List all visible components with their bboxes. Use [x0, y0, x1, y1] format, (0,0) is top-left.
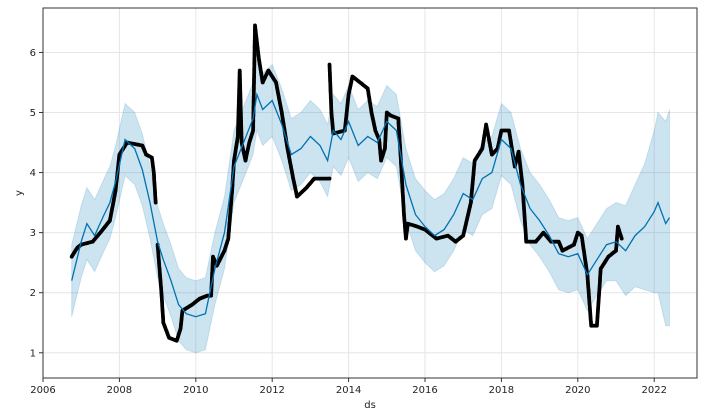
y-axis-ticks: 1 2 3 4 5 6 — [30, 48, 43, 359]
x-tick-label: 2014 — [336, 385, 361, 396]
actual-point — [153, 200, 158, 205]
actual-points — [69, 23, 624, 343]
x-tick-label: 2010 — [183, 385, 208, 396]
y-tick-label: 4 — [30, 168, 36, 179]
y-tick-label: 3 — [30, 228, 36, 239]
y-tick-label: 1 — [30, 348, 36, 359]
y-tick-label: 2 — [30, 288, 36, 299]
forecast-line — [71, 92, 671, 318]
y-tick-label: 6 — [30, 48, 36, 59]
x-tick-label: 2022 — [641, 385, 666, 396]
x-tick-label: 2006 — [30, 385, 55, 396]
x-tick-label: 2012 — [259, 385, 284, 396]
x-tick-label: 2016 — [412, 385, 437, 396]
y-tick-label: 5 — [30, 108, 36, 119]
x-tick-label: 2020 — [565, 385, 590, 396]
x-tick-label: 2008 — [107, 385, 132, 396]
x-tick-label: 2018 — [489, 385, 514, 396]
x-axis-label: ds — [364, 400, 376, 411]
actual-point — [619, 236, 624, 241]
y-axis-label: y — [14, 190, 25, 196]
plot-frame — [42, 7, 698, 379]
actual-point — [327, 176, 332, 181]
x-axis-ticks: 2006 2008 2010 2012 2014 2016 2018 2020 2022 — [30, 378, 667, 396]
